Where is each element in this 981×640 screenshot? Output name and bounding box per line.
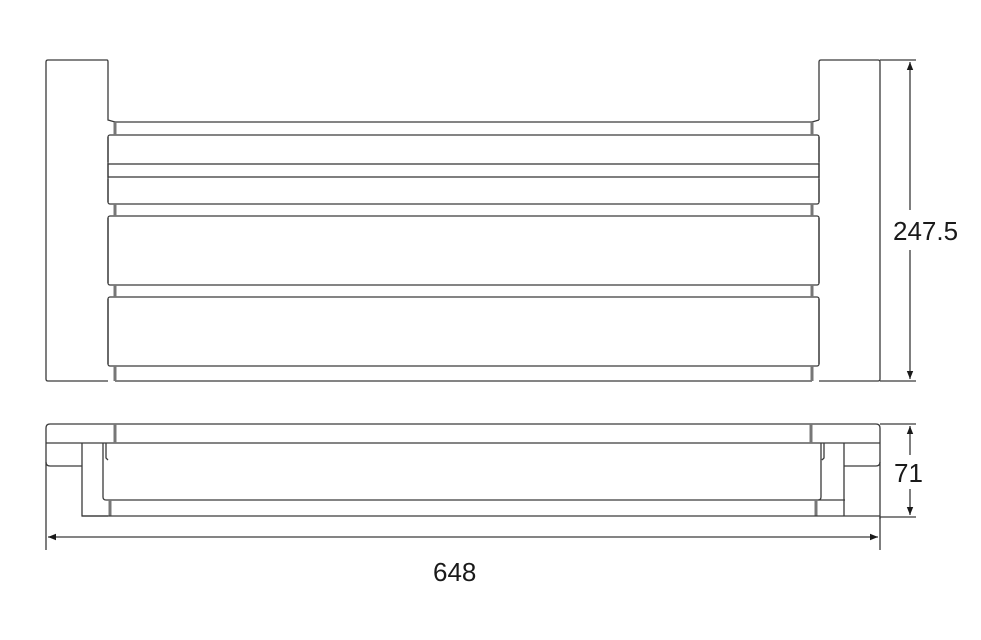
height-dimension: 247.5 xyxy=(880,59,978,382)
side-view: 71 648 xyxy=(45,423,928,587)
left-bracket xyxy=(45,59,116,382)
left-bracket-side xyxy=(45,443,845,517)
slat-1 xyxy=(107,134,820,205)
slat-1-rod xyxy=(107,163,820,178)
top-plate xyxy=(45,423,881,550)
support-rods xyxy=(113,122,814,381)
depth-dimension: 71 xyxy=(880,423,928,518)
top-view: 247.5 xyxy=(45,59,978,382)
depth-label: 71 xyxy=(894,458,923,488)
height-label: 247.5 xyxy=(893,216,958,246)
width-label: 648 xyxy=(433,557,476,587)
width-dimension: 648 xyxy=(48,517,881,587)
right-bracket xyxy=(811,59,881,382)
right-bracket-side xyxy=(817,443,881,516)
slat-2 xyxy=(107,215,820,286)
slat-3 xyxy=(107,296,820,367)
